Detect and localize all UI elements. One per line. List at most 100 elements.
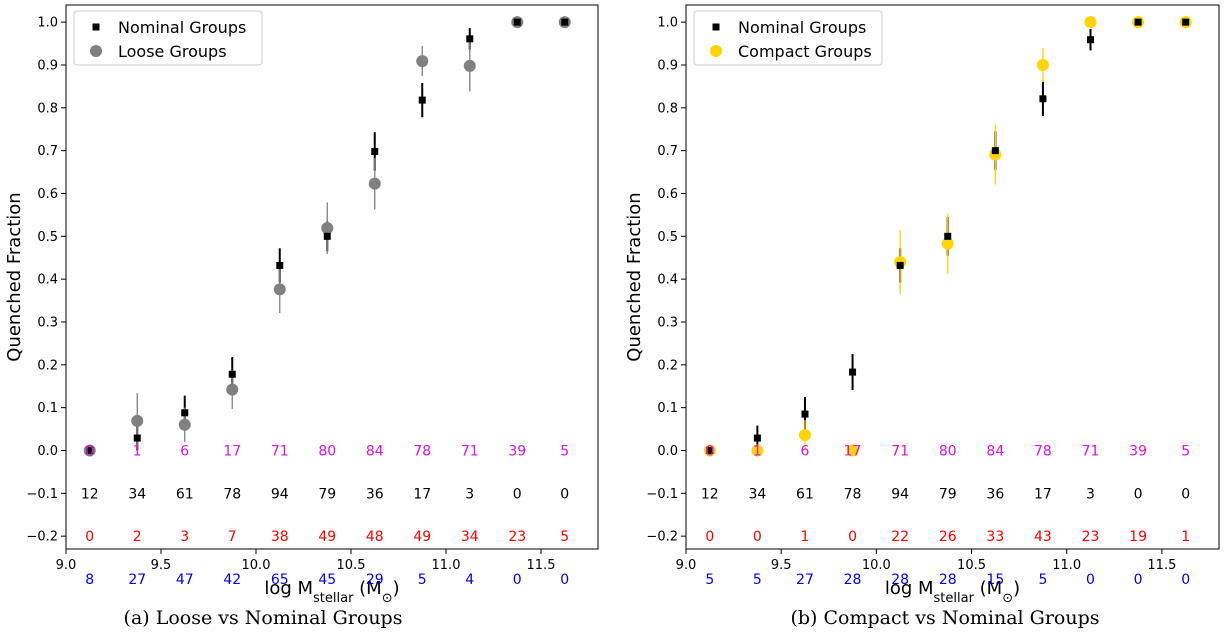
count-label: 17 (1034, 486, 1052, 502)
count-label: 0 (85, 529, 94, 545)
y-tick-label: 0.4 (37, 273, 58, 288)
data-point (226, 383, 239, 396)
chart-panel-1: −0.2 −0.1 0.0 0.1 0.2 0.3 0.4 0.5 0.6 0.7 0.8 0.9 1.… (4, 4, 599, 629)
count-label: 36 (366, 486, 384, 502)
data-point (1036, 58, 1049, 71)
count-label: 94 (271, 486, 289, 502)
y-tick-label: 1.0 (37, 16, 58, 31)
data-point (561, 18, 569, 26)
count-label: 0 (705, 529, 714, 545)
count-label: 0 (513, 572, 522, 588)
data-point (944, 232, 952, 240)
count-label: 22 (891, 529, 909, 545)
count-label: 4 (465, 572, 474, 588)
count-label: 48 (366, 529, 384, 545)
count-label: 5 (560, 443, 569, 459)
count-label: 29 (366, 572, 384, 588)
data-point (1182, 18, 1190, 26)
y-tick-label: 0.5 (37, 230, 58, 245)
data-point (846, 444, 859, 457)
count-label: 79 (318, 486, 336, 502)
data-point (751, 444, 764, 457)
data-point (1084, 16, 1097, 29)
legend-box (693, 10, 883, 66)
count-label: 5 (753, 572, 762, 588)
data-point (416, 55, 429, 68)
data-point (463, 59, 476, 72)
legend-marker (710, 45, 722, 57)
count-label: 0 (1134, 572, 1143, 588)
count-label: 78 (223, 486, 241, 502)
plot-frame (685, 4, 1220, 550)
data-point (466, 35, 474, 43)
count-label: 5 (418, 572, 427, 588)
count-label: 28 (939, 572, 957, 588)
count-label: 2 (133, 529, 142, 545)
y-tick-label: 0.4 (657, 273, 678, 288)
legend-label: Nominal Groups (118, 18, 246, 37)
y-tick-label: −0.2 (646, 530, 678, 545)
count-label: 3 (1086, 486, 1095, 502)
data-point (1087, 36, 1095, 44)
count-label: 15 (986, 572, 1004, 588)
count-label: 0 (1181, 572, 1190, 588)
count-label: 36 (986, 486, 1004, 502)
count-label: 47 (176, 572, 194, 588)
count-label: 49 (318, 529, 336, 545)
y-tick-label: 1.0 (657, 16, 678, 31)
count-label: 12 (81, 486, 99, 502)
count-label: 6 (801, 443, 810, 459)
count-label: 17 (844, 443, 862, 459)
count-label: 1 (753, 443, 762, 459)
data-point (801, 410, 809, 418)
y-tick-label: 0.6 (37, 187, 58, 202)
y-tick-label: 0.5 (657, 230, 678, 245)
data-point (1134, 18, 1142, 26)
count-label: 94 (891, 486, 909, 502)
y-tick-label: 0.0 (37, 444, 58, 459)
x-tick-label: 11.0 (1052, 558, 1081, 573)
count-label: 79 (939, 486, 957, 502)
count-label: 78 (844, 486, 862, 502)
count-label: 17 (223, 443, 241, 459)
y-tick-label: 0.8 (657, 101, 678, 116)
data-point (323, 232, 331, 240)
count-label: 78 (413, 443, 431, 459)
x-tick-label: 9.0 (676, 558, 697, 573)
count-label: 5 (705, 572, 714, 588)
data-point (849, 368, 857, 376)
count-label: 84 (986, 443, 1004, 459)
count-label: 71 (271, 443, 289, 459)
count-label: 80 (318, 443, 336, 459)
count-label: 3 (465, 486, 474, 502)
data-point (276, 261, 284, 269)
y-tick-label: 0.1 (37, 401, 58, 416)
count-label: 5 (1181, 443, 1190, 459)
count-label: 0 (1086, 572, 1095, 588)
count-label: 28 (891, 572, 909, 588)
y-tick-label: 0.3 (657, 315, 678, 330)
y-tick-label: 0.8 (37, 101, 58, 116)
x-tick-label: 9.5 (151, 558, 172, 573)
figure-caption: (a) Loose vs Nominal Groups (124, 607, 403, 629)
y-tick-label: 0.7 (657, 144, 678, 159)
data-point (753, 434, 761, 442)
count-label: 19 (1129, 529, 1147, 545)
count-label: 5 (560, 529, 569, 545)
data-point (991, 147, 999, 155)
count-label: 27 (128, 572, 146, 588)
count-label: 8 (85, 572, 94, 588)
count-label: 42 (223, 572, 241, 588)
count-label: 28 (844, 572, 862, 588)
legend-label: Loose Groups (118, 42, 227, 61)
y-tick-label: 0.3 (37, 315, 58, 330)
count-label: 6 (180, 443, 189, 459)
count-label: 23 (508, 529, 526, 545)
count-label: 39 (1129, 443, 1147, 459)
count-label: 27 (796, 572, 814, 588)
data-point (513, 18, 521, 26)
x-axis-label: log Mstellar (M⊙) (264, 578, 399, 606)
data-point (178, 418, 191, 431)
count-label: 0 (513, 486, 522, 502)
